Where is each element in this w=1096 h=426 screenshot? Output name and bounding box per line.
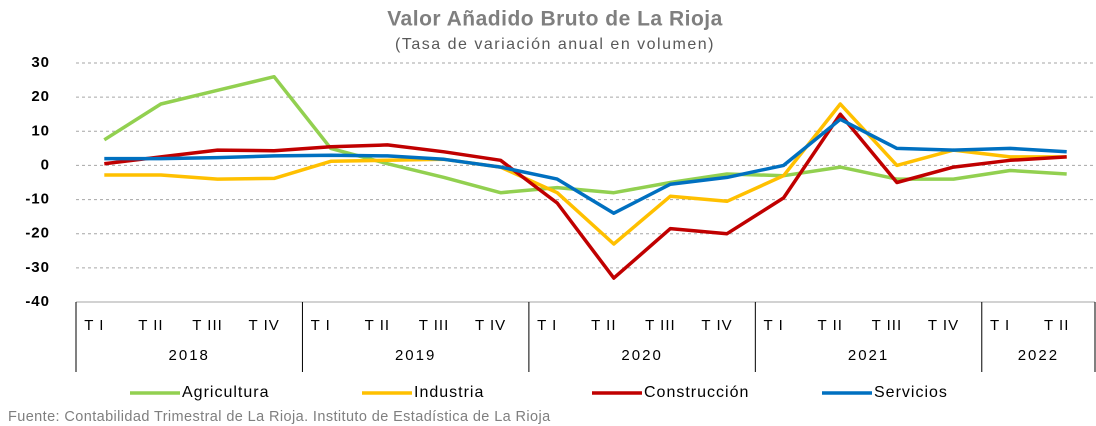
- legend-label: Industria: [414, 384, 484, 401]
- year-label: 2022: [1018, 347, 1059, 364]
- x-tick-label: T II: [818, 317, 843, 334]
- y-tick-label: -20: [25, 225, 50, 242]
- x-tick-label: T I: [764, 317, 784, 334]
- legend-label: Servicios: [874, 384, 948, 401]
- year-label: 2019: [395, 347, 436, 364]
- x-tick-label: T I: [84, 317, 104, 334]
- y-tick-label: -30: [25, 259, 50, 276]
- series-line: [104, 117, 1067, 215]
- x-tick-label: T III: [192, 317, 223, 334]
- chart-subtitle: (Tasa de variación anual en volumen): [395, 36, 715, 53]
- y-tick-label: 10: [31, 122, 50, 139]
- year-label: 2020: [621, 347, 662, 364]
- x-tick-label: T I: [537, 317, 557, 334]
- x-tick-label: T II: [1044, 317, 1069, 334]
- x-tick-label: T III: [419, 317, 450, 334]
- y-tick-label: 30: [31, 54, 50, 71]
- legend-label: Construcción: [644, 384, 749, 401]
- y-tick-label: 0: [41, 156, 50, 173]
- x-tick-label: T I: [311, 317, 331, 334]
- y-tick-label: 20: [31, 88, 50, 105]
- x-tick-label: T II: [591, 317, 616, 334]
- x-tick-label: T III: [645, 317, 676, 334]
- y-tick-label: -10: [25, 191, 50, 208]
- legend-label: Agricultura: [182, 384, 269, 401]
- series-line: [104, 102, 1067, 246]
- x-tick-label: T III: [872, 317, 903, 334]
- x-tick-label: T II: [365, 317, 390, 334]
- year-label: 2018: [169, 347, 210, 364]
- x-tick-label: T IV: [249, 317, 280, 334]
- series-line: [104, 112, 1067, 280]
- year-label: 2021: [848, 347, 889, 364]
- source-note: Fuente: Contabilidad Trimestral de La Ri…: [8, 409, 551, 425]
- x-tick-label: T IV: [475, 317, 506, 334]
- x-tick-label: T II: [138, 317, 163, 334]
- chart-title: Valor Añadido Bruto de La Rioja: [387, 8, 723, 31]
- x-tick-label: T I: [990, 317, 1010, 334]
- x-tick-label: T IV: [701, 317, 732, 334]
- y-tick-label: -40: [25, 293, 50, 310]
- x-tick-label: T IV: [928, 317, 959, 334]
